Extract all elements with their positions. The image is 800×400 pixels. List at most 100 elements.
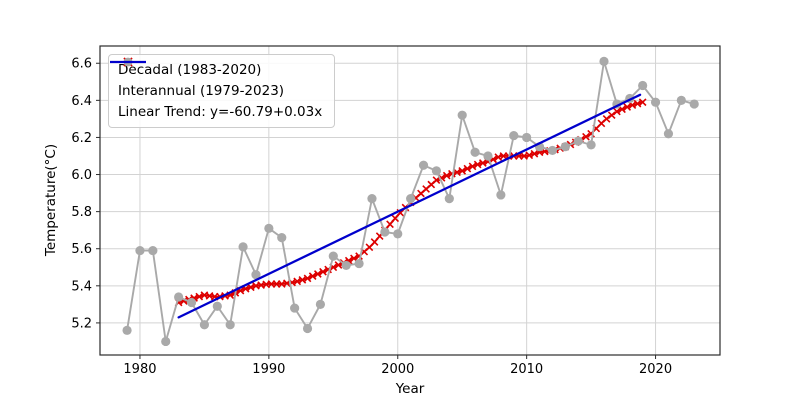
interannual-data-point (509, 130, 519, 141)
decadal-x-marker (370, 238, 379, 246)
decadal-x-marker (226, 291, 235, 299)
legend-label-interannual: Interannual (1979-2023) (118, 83, 285, 99)
y-tick-label: 5.8 (71, 205, 92, 220)
interannual-data-point (354, 258, 364, 269)
decadal-x-marker (350, 254, 358, 263)
decadal-x-marker (252, 281, 260, 290)
decadal-x-marker (489, 155, 498, 164)
decadal-x-marker (628, 101, 637, 110)
decadal-x-marker (582, 132, 590, 141)
x-tick-label: 2010 (510, 362, 543, 377)
interannual-data-point (328, 251, 338, 261)
plot-border (99, 45, 721, 356)
interannual-data-point (212, 301, 222, 311)
legend-entry-decadal: Decadal (1983-2020) (110, 57, 322, 78)
decadal-x-marker (613, 107, 621, 116)
decadal-x-marker (386, 220, 394, 229)
y-axis-label: Temperature(°C) (43, 143, 59, 257)
interannual-data-point (431, 166, 442, 176)
decadal-x-marker (633, 99, 642, 108)
interannual-data-point (251, 270, 261, 280)
x-tick-label: 1990 (252, 362, 285, 377)
legend-label-decadal: Decadal (1983-2020) (118, 62, 262, 78)
legend: Decadal (1983-2020) Interannual (1979-20… (108, 54, 336, 128)
decadal-x-marker (195, 292, 204, 301)
decadal-x-marker (607, 111, 616, 120)
decadal-x-marker (437, 174, 446, 182)
interannual-data-point (148, 245, 158, 256)
decadal-x-marker (319, 267, 327, 276)
legend-label-linear-trend: Linear Trend: y=-60.79+0.03x (118, 104, 323, 120)
decadal-x-marker (468, 162, 477, 171)
interannual-data-point (199, 320, 210, 330)
y-tick-label: 5.4 (71, 279, 92, 294)
x-tick-label: 1980 (123, 362, 156, 377)
interannual-data-point (161, 336, 171, 347)
interannual-data-point (122, 325, 132, 335)
decadal-x-marker (236, 286, 245, 295)
decadal-x-marker (334, 261, 343, 269)
interannual-data-point (418, 160, 429, 170)
interannual-data-point (444, 194, 454, 204)
legend-entry-interannual: Interannual (1979-2023) (110, 57, 322, 99)
interannual-data-point (302, 323, 313, 334)
decadal-x-marker (303, 274, 312, 283)
decadal-x-marker (494, 153, 503, 161)
trend-line-icon (110, 60, 146, 64)
x-tick-label: 2020 (639, 362, 672, 377)
decadal-x-marker (442, 171, 451, 180)
interannual-data-point (186, 297, 197, 308)
interannual-data-point (689, 99, 699, 109)
decadal-x-marker (179, 297, 188, 305)
interannual-data-point (522, 132, 532, 143)
decadal-x-marker (432, 176, 441, 184)
y-tick-label: 5.2 (71, 316, 92, 331)
decadal-x-marker (453, 168, 461, 177)
x-axis-label: Year (395, 381, 425, 397)
x-tick-label: 2000 (381, 362, 414, 377)
interannual-data-point (663, 129, 674, 139)
decadal-x-marker (458, 166, 467, 175)
interannual-data-point (406, 194, 416, 204)
interannual-data-point (174, 292, 184, 302)
y-tick-label: 6.0 (71, 168, 92, 183)
legend-entry-linear-trend: Linear Trend: y=-60.79+0.03x (110, 60, 323, 120)
interannual-data-point (290, 303, 300, 313)
trend-line (177, 93, 642, 319)
interannual-data-point (573, 136, 583, 146)
y-tick-label: 6.4 (71, 94, 92, 109)
decadal-x-marker (241, 284, 250, 293)
decadal-x-marker (530, 149, 539, 158)
interannual-data-point (264, 223, 274, 233)
decadal-x-marker (277, 280, 286, 288)
interannual-data-point (315, 299, 326, 309)
interannual-data-point (586, 140, 596, 150)
decadal-x-marker (473, 160, 482, 169)
decadal-x-marker (329, 263, 338, 272)
interannual-data-point (560, 142, 570, 152)
interannual-data-point (341, 260, 351, 271)
decadal-x-marker (246, 283, 255, 292)
decadal-x-marker (293, 277, 302, 286)
interannual-data-point (599, 56, 609, 66)
decadal-x-marker (520, 152, 528, 160)
y-tick-label: 6.2 (71, 131, 92, 146)
decadal-x-marker (463, 164, 472, 173)
decadal-x-marker (298, 276, 307, 284)
interannual-data-point (225, 320, 235, 330)
interannual-data-point (238, 242, 248, 252)
interannual-data-point (457, 110, 467, 120)
interannual-data-point (135, 245, 145, 256)
interannual-data-point (380, 227, 390, 237)
interannual-data-point (676, 95, 686, 105)
decadal-x-marker (478, 159, 487, 167)
decadal-x-marker (638, 98, 647, 107)
decadal-x-marker (525, 151, 534, 160)
interannual-data-point (547, 145, 558, 156)
decadal-x-marker (602, 115, 611, 123)
decadal-x-marker (308, 272, 317, 281)
y-tick-label: 5.6 (71, 242, 92, 257)
decadal-x-marker (623, 103, 632, 111)
interannual-data-point (470, 147, 480, 157)
